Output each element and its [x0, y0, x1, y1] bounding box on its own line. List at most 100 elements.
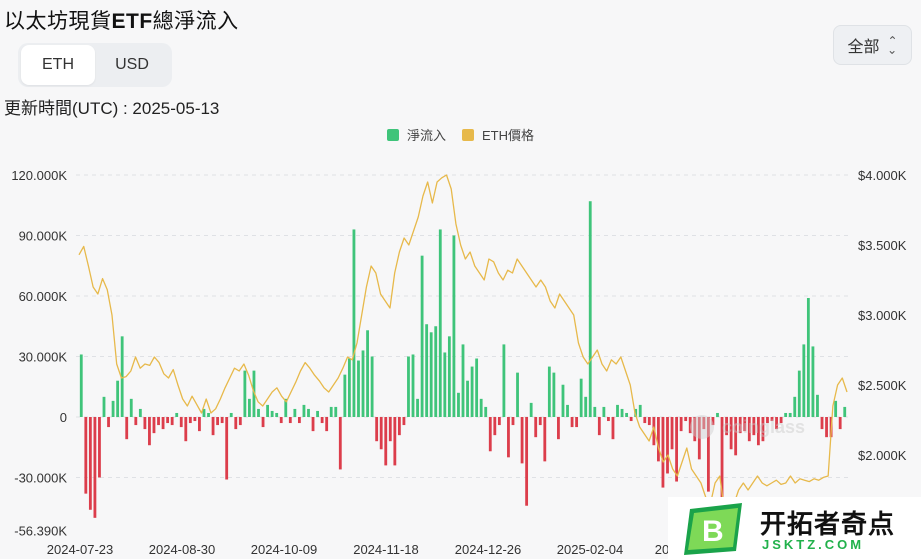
eth-price-line — [78, 174, 848, 515]
inflow-bar — [529, 402, 533, 417]
outflow-bar — [729, 417, 733, 450]
inflow-bar — [207, 412, 210, 417]
inflow-bar — [802, 344, 806, 417]
inflow-bar — [411, 354, 415, 417]
y-right-tick-label: $3.000K — [858, 308, 907, 323]
outflow-bar — [397, 417, 401, 436]
outflow-bar — [629, 417, 633, 422]
outflow-bar — [238, 417, 242, 426]
outflow-bar — [525, 417, 529, 506]
chart-legend: 淨流入 ETH價格 — [0, 125, 921, 144]
inflow-bar — [252, 370, 256, 417]
toggle-usd[interactable]: USD — [115, 56, 149, 73]
outflow-bar — [388, 417, 392, 442]
inflow-bar — [788, 412, 792, 417]
svg-text:B: B — [702, 515, 724, 548]
unit-toggle: ETH USD — [18, 43, 172, 87]
y-left-tick-label: 30.000K — [19, 350, 68, 365]
outflow-bar — [220, 417, 224, 424]
inflow-bar — [79, 354, 83, 417]
inflow-bar — [806, 298, 810, 417]
outflow-bar — [493, 417, 497, 436]
inflow-bar — [434, 326, 438, 417]
outflow-bar — [288, 417, 292, 424]
inflow-bar — [329, 406, 333, 417]
coinglass-watermark: coinglass — [690, 415, 805, 439]
site-name: 开拓者奇点 — [760, 509, 896, 539]
inflow-bar — [516, 372, 519, 417]
inflow-bar — [229, 412, 233, 417]
outflow-bar — [488, 417, 492, 452]
inflow-bar — [248, 398, 251, 417]
inflow-bar — [370, 356, 374, 417]
outflow-bar — [779, 417, 783, 424]
outflow-bar — [261, 417, 265, 428]
outflow-bar — [107, 417, 110, 428]
inflow-bar — [620, 408, 624, 417]
page-title: 以太坊現貨ETF總淨流入 — [4, 10, 239, 33]
outflow-bar — [766, 417, 769, 424]
inflow-bar — [366, 330, 369, 417]
outflow-bar — [198, 417, 201, 432]
inflow-bar — [602, 406, 606, 417]
range-select[interactable]: 全部 ⌃ ⌃ — [833, 25, 912, 65]
outflow-bar — [311, 417, 315, 432]
legend-item-inflow[interactable]: 淨流入 — [386, 125, 446, 144]
inflow-bar — [429, 332, 433, 417]
legend-item-price[interactable]: ETH價格 — [462, 125, 534, 144]
outflow-bar — [657, 417, 660, 462]
outflow-bar — [497, 417, 501, 426]
y-left-tick-label: -56.390K — [14, 524, 67, 539]
site-domain: JSKTZ.COM — [762, 537, 865, 552]
inflow-bar — [111, 400, 115, 417]
outflow-bar — [402, 417, 406, 426]
outflow-bar — [652, 417, 656, 446]
y-left-tick-label: 0 — [60, 410, 67, 425]
outflow-bar — [756, 417, 760, 446]
inflow-bar — [352, 229, 356, 417]
y-right-tick-label: $2.500K — [858, 378, 907, 393]
x-tick-label: 2025-02-04 — [557, 542, 624, 557]
outflow-bar — [507, 417, 510, 458]
inflow-bar — [484, 406, 488, 417]
outflow-bar — [134, 417, 138, 426]
outflow-bar — [693, 417, 697, 442]
outflow-bar — [161, 417, 165, 430]
inflow-bar — [466, 380, 469, 417]
outflow-bar — [825, 417, 828, 438]
outflow-bar — [297, 417, 301, 424]
outflow-bar — [538, 417, 542, 426]
outflow-bar — [711, 417, 715, 426]
outflow-bar — [666, 417, 669, 474]
inflow-bar — [584, 396, 588, 417]
outflow-bar — [534, 417, 538, 438]
inflow-bar — [116, 380, 120, 417]
outflow-bar — [720, 417, 724, 498]
site-watermark: B 开拓者奇点 JSKTZ.COM — [668, 497, 921, 559]
inflow-bar — [461, 344, 465, 417]
outflow-bar — [188, 417, 192, 424]
outflow-bar — [543, 417, 547, 462]
outflow-bar — [216, 417, 220, 426]
legend-swatch-inflow — [386, 128, 399, 141]
outflow-bar — [234, 417, 238, 430]
y-left-tick-label: 120.000K — [11, 168, 67, 183]
inflow-bar — [438, 229, 442, 417]
inflow-bar — [138, 408, 142, 417]
inflow-bar — [811, 346, 815, 417]
outflow-bar — [743, 417, 747, 432]
outflow-bar — [225, 417, 229, 480]
inflow-bar — [302, 404, 306, 417]
outflow-bar — [184, 417, 188, 442]
inflow-bar — [307, 408, 310, 417]
outflow-bar — [647, 417, 651, 426]
outflow-bar — [152, 417, 156, 434]
inflow-bar — [816, 394, 819, 417]
inflow-bar — [588, 201, 592, 417]
inflow-bar — [834, 400, 838, 417]
outflow-bar — [675, 417, 678, 482]
inflow-bar — [420, 255, 424, 417]
toggle-eth[interactable]: ETH — [21, 45, 95, 85]
up-down-chevron-icon: ⌃ ⌃ — [887, 34, 898, 56]
